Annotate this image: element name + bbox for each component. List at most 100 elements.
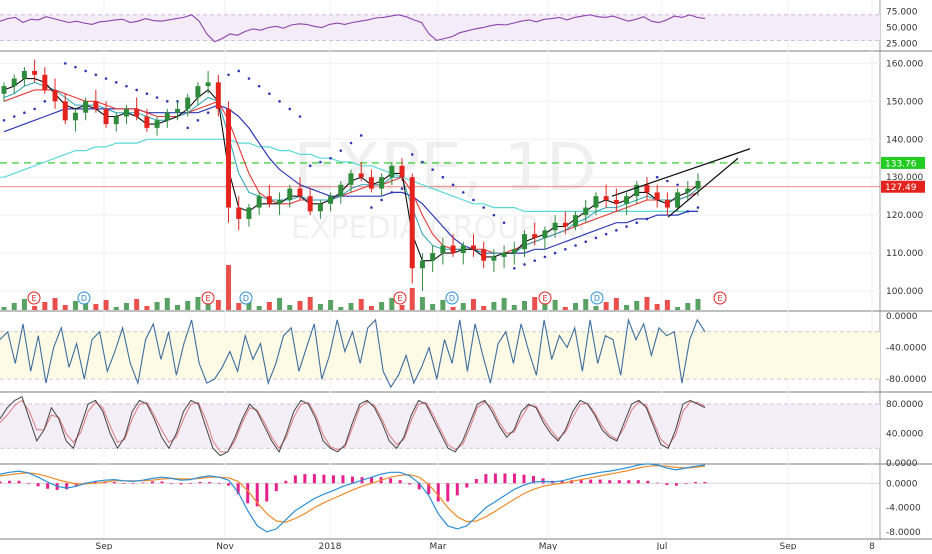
x-axis: Sep Nov 2018 Mar May Jul Sep 8	[96, 542, 876, 552]
candle-body	[624, 196, 630, 204]
x-tick-label: May	[539, 542, 558, 550]
volume-bar	[470, 299, 476, 310]
resistance-price-label-box	[881, 156, 925, 169]
candle-body	[62, 101, 68, 121]
volume-bar	[226, 265, 232, 310]
marker-letter: E	[397, 294, 402, 303]
sar-dot	[63, 62, 67, 65]
price-panel: 160.000 150.000 140.000 130.000 120.000 110.0…	[0, 59, 925, 310]
volume-bar	[246, 299, 252, 310]
candle-body	[83, 101, 89, 113]
macd-hist-bar	[112, 482, 116, 484]
macd-hist-bar	[284, 480, 288, 484]
macd-hist-bar	[312, 474, 316, 484]
macd-hist-bar	[227, 483, 231, 486]
sma-200-line	[0, 138, 698, 212]
macd-tick-label: -4.0000	[886, 504, 921, 514]
willr-tick-label: 0.0000	[886, 312, 918, 322]
stochastic-panel: 80.0000 40.0000 0.0000	[0, 395, 923, 469]
volume-bar	[21, 299, 27, 310]
earnings-marker	[713, 291, 727, 305]
sar-dot	[574, 244, 577, 247]
macd-panel: 0.0000 -4.0000 -8.0000	[0, 463, 921, 538]
sar-dot	[390, 191, 394, 194]
price-tick-label: 150.000	[886, 97, 923, 107]
sar-dot	[676, 183, 679, 187]
x-tick-label: Sep	[780, 542, 797, 550]
rsi-line	[0, 14, 706, 43]
candle-body	[1, 86, 7, 94]
macd-hist-bar	[484, 474, 488, 484]
volume-bar	[552, 300, 558, 310]
x-tick-label: Jul	[656, 542, 668, 550]
marker-letter: D	[449, 294, 455, 303]
volume-bar	[307, 297, 313, 310]
marker-letter: D	[243, 294, 249, 303]
macd-hist-bar	[522, 474, 526, 484]
macd-hist-bar	[655, 482, 659, 484]
macd-hist-bar	[636, 480, 640, 484]
sar-dot	[43, 100, 47, 103]
candle-body	[532, 234, 538, 238]
candle-body	[379, 177, 385, 189]
sar-dot	[319, 160, 322, 164]
sar-dot	[94, 73, 98, 77]
sar-dot	[564, 247, 567, 251]
macd-hist-bar	[351, 476, 354, 484]
sar-dot	[268, 92, 271, 96]
rsi-tick-label: 75.000	[886, 8, 918, 18]
volume-bar	[593, 306, 599, 310]
volume-bar	[113, 307, 119, 310]
candle-body	[205, 82, 211, 87]
sar-dot	[666, 179, 669, 183]
upper-trendline	[611, 148, 751, 197]
sar-dot	[74, 65, 77, 69]
x-tick-label: 2018	[319, 542, 342, 550]
volume-bar	[501, 298, 507, 310]
volume-bar	[236, 303, 242, 310]
price-tick-label: 140.000	[886, 135, 923, 145]
last-price-label-box	[881, 180, 925, 193]
sar-dot	[145, 92, 149, 96]
sar-dot	[410, 153, 414, 156]
macd-hist-bar	[27, 483, 31, 484]
volume-bar	[185, 301, 191, 310]
macd-hist-bar	[274, 483, 278, 492]
volume-bar	[42, 302, 48, 310]
sar-dot	[359, 134, 363, 137]
price-tick-label: 110.000	[886, 249, 923, 259]
candle-body	[287, 188, 293, 200]
sar-dot	[329, 156, 332, 160]
lower-trendline	[667, 157, 739, 218]
candle-body	[664, 199, 670, 208]
marker-letter: E	[542, 294, 547, 303]
macd-hist-bar	[198, 482, 202, 484]
sar-dot	[23, 111, 26, 115]
candle-body	[103, 108, 109, 125]
sar-dot	[370, 206, 373, 209]
macd-hist-bar	[17, 480, 21, 484]
sar-dot	[278, 100, 281, 103]
candle-body	[399, 165, 405, 178]
volume-bar	[32, 306, 38, 310]
candle-body	[522, 234, 527, 250]
candle-body	[573, 215, 579, 227]
candle-body	[113, 116, 119, 125]
macd-line	[0, 463, 706, 533]
macd-hist-bar	[684, 483, 688, 484]
candle-body	[634, 184, 640, 197]
x-tick-label: Sep	[96, 542, 113, 550]
price-tick-label: 120.000	[886, 211, 923, 221]
candle-body	[266, 196, 272, 204]
x-tick-label: Mar	[430, 542, 447, 550]
candle-body	[419, 260, 425, 269]
volume-bar	[358, 299, 364, 310]
candle-body	[175, 108, 180, 113]
macd-hist-bar	[246, 483, 250, 504]
candle-body	[164, 112, 170, 121]
candle-body	[562, 222, 568, 227]
macd-hist-bar	[322, 474, 326, 484]
candle-body	[338, 184, 344, 197]
sar-dot	[339, 149, 343, 152]
macd-hist-bar	[0, 481, 2, 484]
